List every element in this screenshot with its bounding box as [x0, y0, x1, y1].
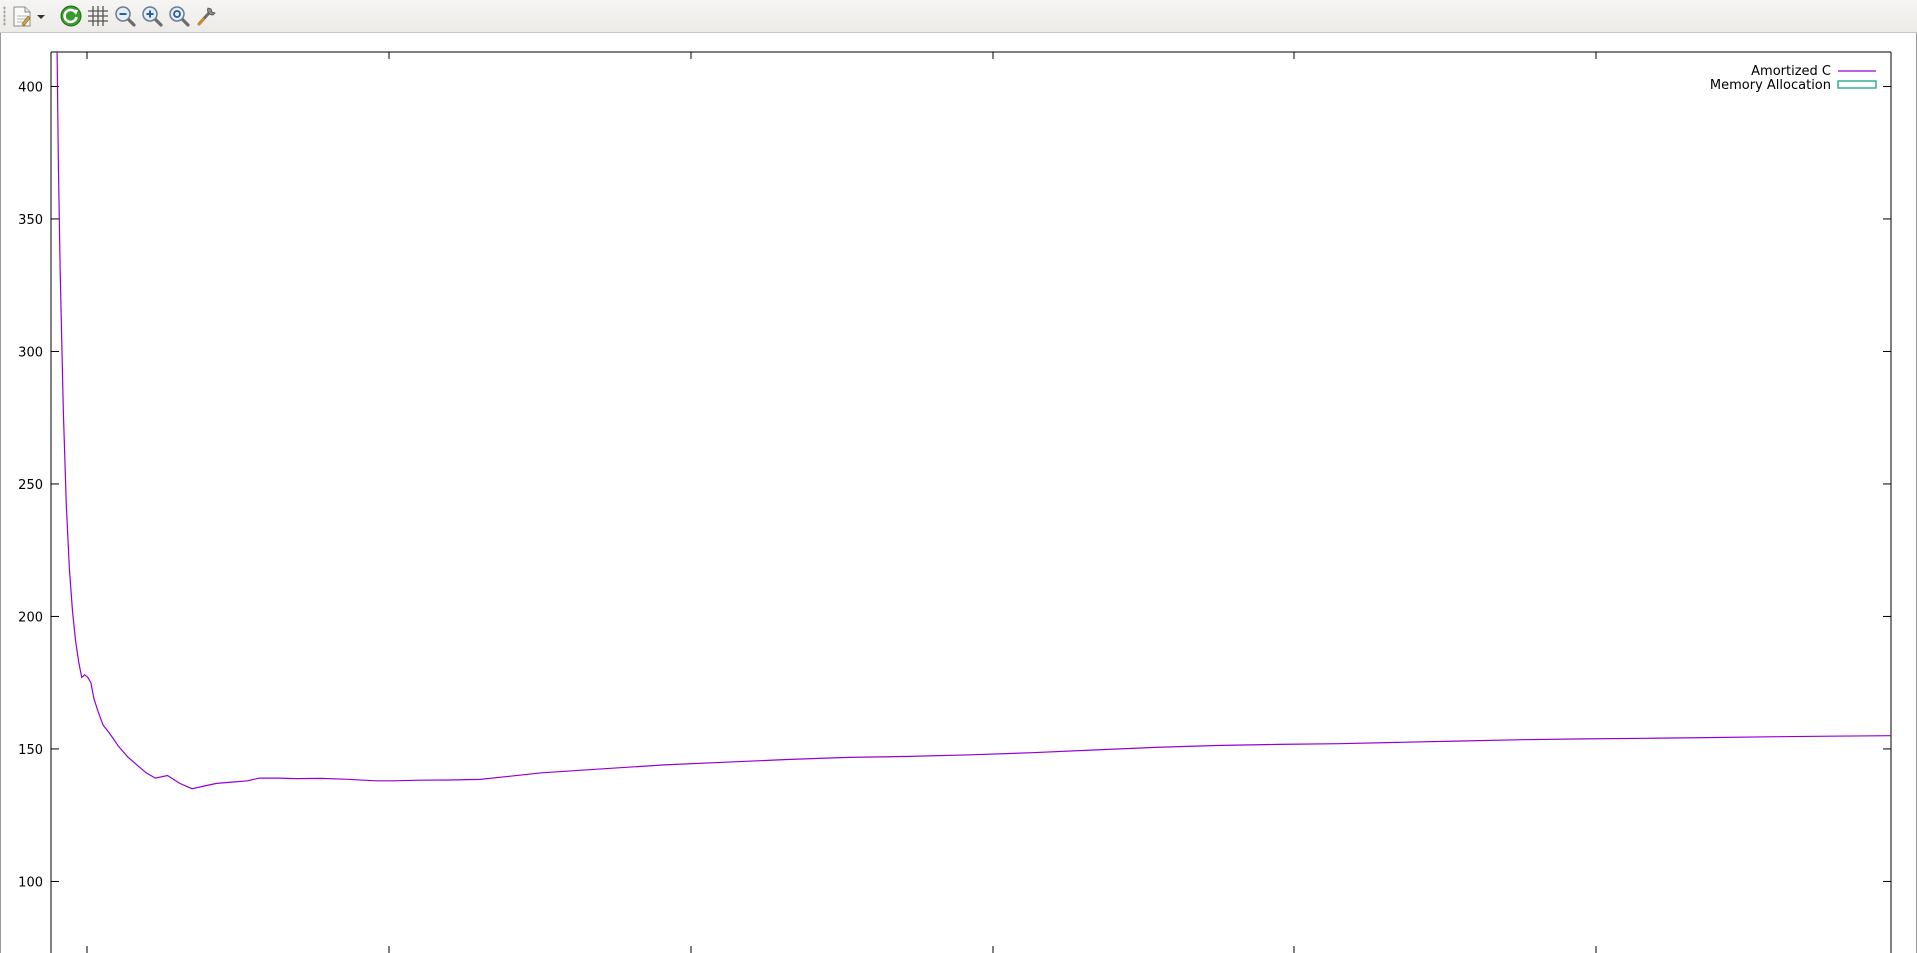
toolbar-grip — [3, 6, 6, 26]
y-tick-label: 150 — [18, 743, 43, 758]
y-tick-label: 350 — [18, 213, 43, 228]
zoom-reset-icon — [169, 6, 190, 27]
y-tick-label: 400 — [18, 80, 43, 95]
export-button[interactable] — [8, 2, 48, 30]
document-export-icon — [13, 6, 45, 27]
left-window-border — [0, 33, 1, 953]
zoom-in-icon — [142, 6, 163, 27]
zoom-out-icon — [115, 6, 136, 27]
settings-button[interactable] — [192, 2, 220, 30]
y-tick-label: 300 — [18, 345, 43, 360]
toolbar — [0, 0, 1917, 33]
legend-label-amortized-c: Amortized C — [1751, 64, 1831, 79]
legend-label-memory-allocation: Memory Allocation — [1710, 78, 1831, 93]
grid-icon — [88, 6, 108, 26]
y-tick-label: 250 — [18, 478, 43, 493]
plot-area[interactable]: 100 150 200 250 300 350 400 Amortized C Memory A… — [0, 33, 1917, 953]
y-tick-label: 200 — [18, 610, 43, 625]
legend-sample-memory-allocation — [1837, 80, 1877, 89]
zoom-reset-button[interactable] — [165, 2, 193, 30]
replot-button[interactable] — [57, 2, 85, 30]
wrench-icon — [197, 7, 216, 26]
zoom-out-button[interactable] — [111, 2, 139, 30]
y-tick-label: 100 — [18, 875, 43, 890]
series-line-amortized-c — [56, 52, 1891, 790]
refresh-icon — [60, 5, 82, 27]
zoom-in-button[interactable] — [138, 2, 166, 30]
grid-button[interactable] — [84, 2, 112, 30]
